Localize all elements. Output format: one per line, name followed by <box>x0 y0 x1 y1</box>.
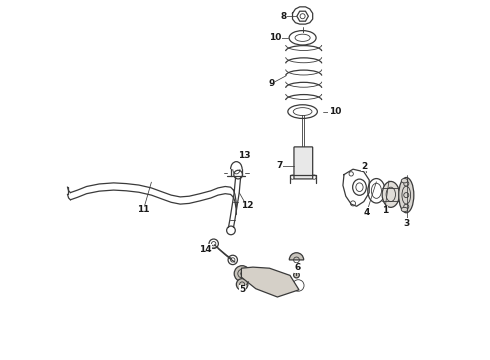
Wedge shape <box>289 253 304 260</box>
Circle shape <box>240 272 244 275</box>
Text: 13: 13 <box>238 151 250 160</box>
Circle shape <box>234 266 250 282</box>
Text: 1: 1 <box>382 206 388 215</box>
Ellipse shape <box>382 181 399 207</box>
Circle shape <box>236 279 248 290</box>
Text: 12: 12 <box>241 202 253 210</box>
Text: 9: 9 <box>269 79 275 88</box>
Text: 3: 3 <box>404 219 410 228</box>
Text: 6: 6 <box>294 264 301 272</box>
Text: 8: 8 <box>281 12 287 21</box>
FancyBboxPatch shape <box>294 147 313 179</box>
Text: 10: 10 <box>329 107 341 116</box>
Polygon shape <box>242 267 299 297</box>
Ellipse shape <box>401 207 408 212</box>
Text: 11: 11 <box>137 205 150 214</box>
Ellipse shape <box>399 177 414 213</box>
Text: 2: 2 <box>362 162 368 171</box>
Ellipse shape <box>401 179 408 183</box>
Text: 14: 14 <box>199 245 212 253</box>
Circle shape <box>294 272 299 278</box>
Ellipse shape <box>265 280 279 289</box>
Text: 5: 5 <box>239 285 245 294</box>
Text: 4: 4 <box>364 208 370 217</box>
Text: 10: 10 <box>269 33 281 42</box>
Text: 7: 7 <box>276 161 282 170</box>
